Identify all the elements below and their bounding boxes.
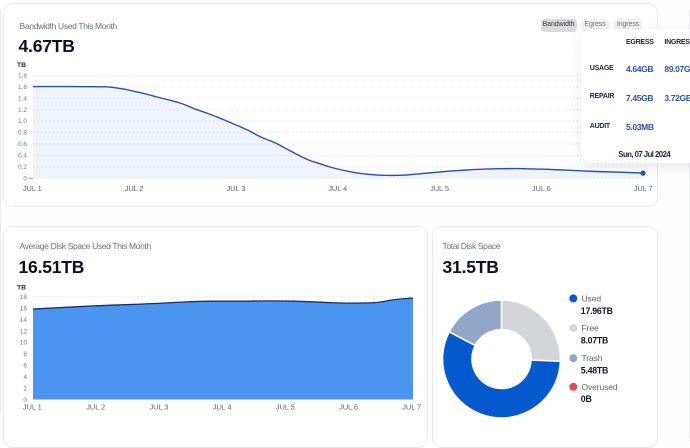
svg-text:0.8: 0.8	[18, 130, 27, 137]
svg-text:0: 0	[23, 397, 27, 404]
svg-text:14: 14	[20, 317, 28, 324]
svg-text:JUL 5: JUL 5	[430, 184, 449, 193]
svg-text:JUL 2: JUL 2	[125, 184, 144, 193]
svg-text:TB: TB	[17, 285, 26, 292]
svg-text:Trash: Trash	[582, 353, 603, 363]
svg-text:8.07TB: 8.07TB	[581, 336, 608, 346]
svg-text:Free: Free	[582, 323, 599, 333]
svg-text:JUL 1: JUL 1	[23, 403, 42, 412]
svg-text:JUL 3: JUL 3	[226, 184, 245, 193]
svg-text:1.6: 1.6	[18, 84, 27, 91]
svg-text:Overused: Overused	[582, 382, 618, 392]
svg-text:10: 10	[20, 340, 28, 347]
svg-text:JUL 6: JUL 6	[339, 403, 358, 412]
svg-text:0.6: 0.6	[18, 141, 27, 148]
svg-text:JUL 6: JUL 6	[532, 184, 551, 193]
svg-text:16: 16	[20, 305, 28, 312]
svg-text:JUL 4: JUL 4	[213, 403, 232, 412]
svg-text:4: 4	[23, 374, 27, 381]
svg-text:1.8: 1.8	[18, 72, 27, 79]
svg-text:1.0: 1.0	[18, 118, 27, 125]
svg-text:0B: 0B	[581, 394, 592, 404]
svg-text:0.4: 0.4	[18, 153, 27, 160]
svg-text:17.96TB: 17.96TB	[581, 306, 613, 316]
svg-text:JUL 7: JUL 7	[634, 184, 653, 193]
svg-text:2: 2	[23, 385, 27, 392]
svg-text:18: 18	[20, 294, 28, 301]
svg-text:1.2: 1.2	[18, 107, 27, 114]
svg-text:JUL 5: JUL 5	[276, 403, 295, 412]
svg-text:JUL 2: JUL 2	[86, 403, 105, 412]
svg-text:12: 12	[20, 328, 28, 335]
svg-text:JUL 7: JUL 7	[402, 403, 421, 412]
svg-text:0.2: 0.2	[18, 164, 27, 171]
svg-text:JUL 1: JUL 1	[23, 184, 42, 193]
svg-text:5.48TB: 5.48TB	[581, 366, 608, 376]
svg-text:JUL 3: JUL 3	[149, 403, 168, 412]
svg-text:TB: TB	[17, 62, 26, 69]
svg-text:JUL 4: JUL 4	[328, 184, 347, 193]
svg-text:Used: Used	[582, 293, 602, 303]
svg-text:0: 0	[23, 176, 27, 183]
svg-text:8: 8	[23, 351, 27, 358]
svg-text:1.4: 1.4	[18, 95, 27, 102]
svg-text:6: 6	[23, 363, 27, 370]
